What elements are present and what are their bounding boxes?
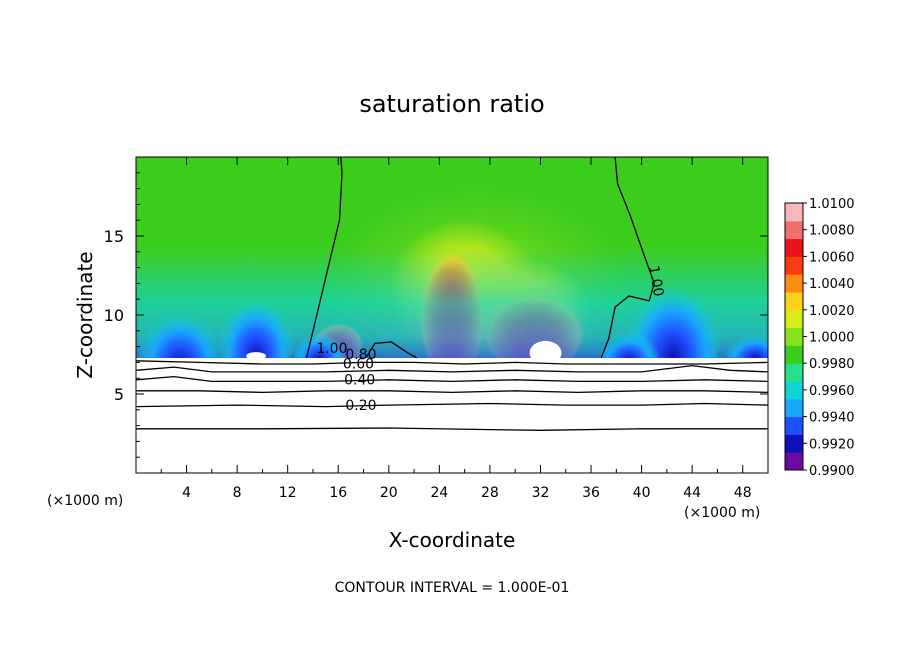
colorbar-label-9: 0.9920 — [809, 437, 855, 452]
contour-line-7 — [136, 402, 768, 408]
x-tick-label-36: 36 — [582, 485, 600, 501]
x-tick-label-44: 44 — [683, 485, 701, 501]
contour-label-3: 0.80 — [345, 347, 376, 363]
colorbar-label-6: 0.9980 — [809, 357, 855, 372]
colorbar-segment-13 — [785, 220, 803, 240]
chart-title: saturation ratio — [359, 90, 544, 118]
colorbar-segment-3 — [785, 398, 803, 418]
colorbar-label-2: 1.0060 — [809, 250, 855, 265]
colorbar-label-8: 0.9940 — [809, 411, 855, 426]
colorbar-label-0: 1.0100 — [809, 197, 855, 212]
x-unit-left: (×1000 m) — [47, 493, 123, 509]
contour-label-0: 1.00 — [316, 341, 347, 357]
contour-line-0 — [305, 157, 343, 358]
y-axis-label: Z-coordinate — [73, 251, 97, 378]
colorbar-segment-5 — [785, 363, 803, 382]
x-axis-label: X-coordinate — [389, 528, 516, 552]
colorbar-label-1: 1.0080 — [809, 224, 855, 239]
y-tick-label-5: 5 — [114, 385, 124, 404]
y-axis: 5 10 15 — [104, 172, 768, 458]
colorbar-label-10: 0.9900 — [809, 464, 855, 479]
contour-line-6 — [136, 390, 768, 394]
x-axis: 4 8 12 16 20 24 28 32 36 40 44 48 — [160, 157, 752, 501]
colorbar-segment-4 — [785, 381, 803, 400]
colorbar-segment-2 — [785, 416, 803, 435]
colorbar-label-3: 1.0040 — [809, 277, 855, 292]
x-tick-label-12: 12 — [279, 485, 297, 501]
x-tick-label-28: 28 — [481, 485, 499, 501]
colorbar-segment-12 — [785, 238, 803, 257]
x-tick-label-16: 16 — [329, 485, 347, 501]
colorbar-label-7: 0.9960 — [809, 384, 855, 399]
plot-area — [136, 157, 768, 473]
contour-label-7: 0.20 — [345, 398, 376, 414]
colorbar-segment-7 — [785, 327, 803, 346]
colorbar-segment-0 — [785, 452, 803, 471]
contour-line-1 — [365, 341, 417, 359]
x-tick-label-20: 20 — [380, 485, 398, 501]
colorbar-label-5: 1.0000 — [809, 331, 855, 346]
y-tick-label-10: 10 — [104, 306, 124, 325]
contour-line-8 — [136, 427, 768, 431]
colorbar: 1.0100 1.0080 1.0060 1.0040 1.0020 1.0000 0.99… — [784, 197, 855, 479]
colorbar-segment-14 — [785, 203, 803, 222]
colorbar-segment-10 — [785, 274, 803, 293]
x-tick-label-24: 24 — [430, 485, 448, 501]
x-tick-label-48: 48 — [734, 485, 752, 501]
x-tick-label-8: 8 — [233, 485, 242, 501]
contour-line-3 — [136, 360, 768, 365]
x-tick-label-32: 32 — [532, 485, 550, 501]
x-unit-right: (×1000 m) — [684, 505, 760, 521]
field-blob-8 — [215, 270, 297, 385]
contour-line-5 — [136, 375, 768, 383]
colorbar-segment-8 — [785, 309, 803, 329]
contour-label-4: 0.60 — [343, 357, 374, 373]
y-tick-label-15: 15 — [104, 227, 124, 246]
colorbar-label-4: 1.0020 — [809, 304, 855, 319]
colorbar-segment-9 — [785, 292, 803, 311]
contour-line-2 — [600, 157, 655, 358]
colorbar-segment-1 — [785, 434, 803, 453]
x-tick-label-4: 4 — [182, 485, 191, 501]
colorbar-segment-6 — [785, 345, 803, 364]
contour-label-5: 0.40 — [344, 373, 375, 389]
subsaturated-region — [136, 358, 768, 473]
contour-label-2: 1.00 — [645, 264, 666, 297]
colorbar-segment-11 — [785, 256, 803, 275]
contour-labels: 1.001.000.800.600.400.20 — [316, 264, 666, 413]
contour-lines — [136, 157, 768, 431]
x-tick-label-40: 40 — [633, 485, 651, 501]
contour-interval-note: CONTOUR INTERVAL = 1.000E-01 — [335, 580, 570, 596]
contour-line-4 — [136, 364, 768, 373]
